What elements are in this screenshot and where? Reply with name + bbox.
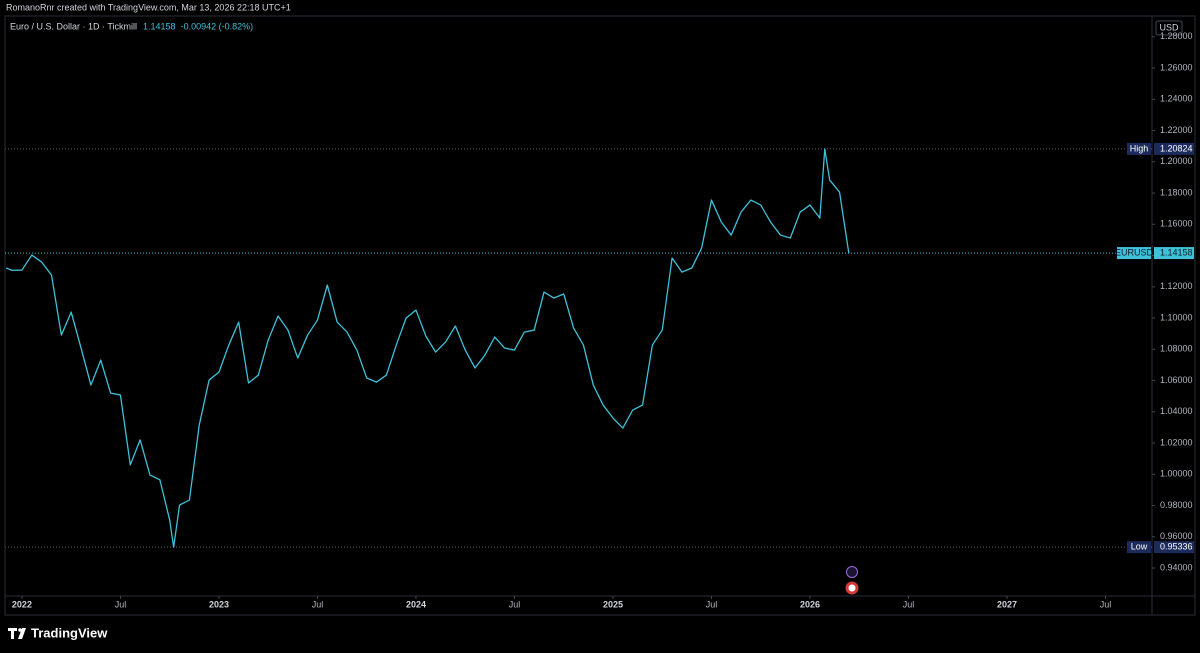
x-tick-label: 2025	[603, 599, 623, 609]
y-tick-label: 1.28000	[1160, 31, 1193, 41]
y-tick-label: 0.96000	[1160, 531, 1193, 541]
y-tick-label: 1.06000	[1160, 375, 1193, 385]
y-tick-label: 0.98000	[1160, 500, 1193, 510]
x-tick-label: 2023	[209, 599, 229, 609]
y-tick-label: 1.24000	[1160, 94, 1193, 104]
event-icon	[846, 566, 858, 578]
y-tick-label: 1.26000	[1160, 62, 1193, 72]
y-tick-label: 1.18000	[1160, 187, 1193, 197]
low-value-box	[1154, 541, 1194, 554]
x-tick-label: 2022	[12, 599, 32, 609]
y-tick-label: 1.04000	[1160, 406, 1193, 416]
x-tick-label: Jul	[312, 599, 324, 609]
last-label: EURUSD	[1115, 247, 1154, 257]
x-tick-label: 2026	[800, 599, 820, 609]
logo-part	[18, 628, 22, 632]
last-value: 1.14158	[1160, 247, 1193, 257]
event-icon	[848, 584, 856, 592]
y-tick-label: 1.20000	[1160, 156, 1193, 166]
brand-logo	[8, 628, 26, 639]
last-value-box	[1154, 247, 1194, 260]
low-label-box	[1127, 541, 1151, 554]
y-tick-label: 1.08000	[1160, 344, 1193, 354]
y-tick-label: 1.22000	[1160, 125, 1193, 135]
logo-part	[18, 628, 26, 639]
y-tick-label: 1.16000	[1160, 219, 1193, 229]
panel-border	[4, 15, 1196, 616]
x-tick-label: Jul	[1100, 599, 1112, 609]
last-price: 1.14158	[143, 21, 176, 31]
x-tick-label: 2024	[406, 599, 426, 609]
high-value-box	[1154, 142, 1194, 155]
y-tick-label: 1.10000	[1160, 312, 1193, 322]
y-tick-label: 1.12000	[1160, 281, 1193, 291]
y-tick-label: 1.00000	[1160, 469, 1193, 479]
y-axis-label: USD	[1159, 22, 1179, 32]
low-value: 0.95336	[1160, 542, 1193, 552]
y-tick-label: 1.02000	[1160, 437, 1193, 447]
price-line	[5, 148, 850, 548]
x-tick-label: Jul	[706, 599, 718, 609]
currency-box	[1155, 20, 1183, 36]
event-icons	[845, 566, 859, 595]
price-change: -0.00942 (-0.82%)	[181, 21, 254, 31]
x-tick-label: Jul	[509, 599, 521, 609]
high-value: 1.20824	[1160, 143, 1193, 153]
logo-part	[8, 628, 17, 639]
last-label-box	[1117, 247, 1151, 260]
x-tick-label: Jul	[115, 599, 127, 609]
caption: RomanoRnr created with TradingView.com, …	[6, 2, 291, 12]
y-tick-label: 0.94000	[1160, 562, 1193, 572]
x-tick-label: Jul	[903, 599, 915, 609]
brand: TradingView	[31, 625, 108, 640]
x-tick-label: 2027	[997, 599, 1017, 609]
high-label-box	[1127, 142, 1151, 155]
high-label: High	[1130, 143, 1149, 153]
low-label: Low	[1131, 542, 1148, 552]
chart-title: Euro / U.S. Dollar · 1D · Tickmill	[10, 21, 137, 31]
